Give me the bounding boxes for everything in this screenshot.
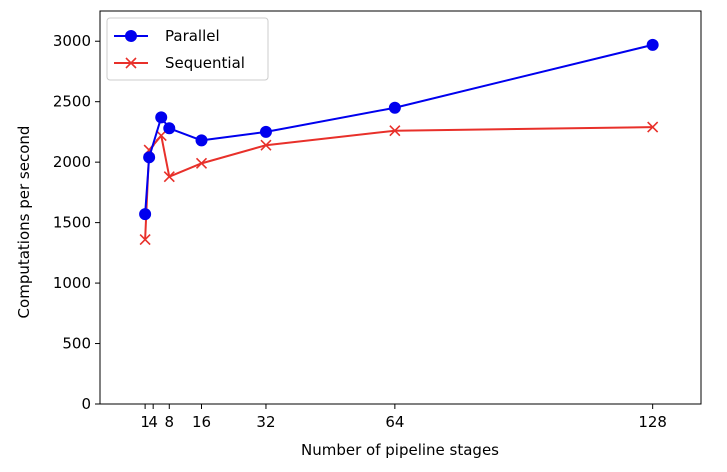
x-tick-label: 1 (140, 413, 150, 431)
x-tick-label: 32 (256, 413, 275, 431)
sequential-point (155, 129, 167, 142)
legend-label: Parallel (165, 27, 220, 45)
sequential-point (260, 139, 272, 151)
series-parallel (139, 38, 659, 221)
x-tick-label: 128 (638, 413, 667, 431)
parallel-point (646, 38, 659, 51)
series-layer (139, 38, 659, 246)
sequential-point (163, 171, 175, 183)
axis-ticks: 14 8 16 32 64 128 0 500 1000 1500 2000 2500 3000 (53, 32, 667, 431)
plot-frame (99, 10, 702, 405)
legend: Parallel Sequential (106, 17, 269, 81)
y-tick-label: 0 (81, 395, 91, 413)
legend-box (106, 17, 269, 81)
sequential-point (195, 157, 208, 169)
parallel-point (259, 125, 272, 138)
sequential-point (647, 121, 659, 133)
parallel-line (144, 43, 653, 215)
series-sequential (139, 121, 659, 246)
legend-entry-parallel: Parallel (114, 27, 220, 45)
sequential-point (139, 233, 151, 246)
parallel-point (143, 151, 156, 164)
legend-swatch-marker (125, 30, 137, 42)
x-axis-title: Number of pipeline stages (301, 441, 499, 459)
x-tick-label: 8 (165, 413, 175, 431)
x-tick-label: 64 (385, 413, 404, 431)
parallel-point (195, 134, 208, 147)
legend-label: Sequential (165, 54, 245, 72)
legend-entry-sequential: Sequential (114, 54, 245, 72)
y-tick-label: 2500 (53, 93, 91, 111)
y-tick-label: 1500 (53, 214, 91, 232)
parallel-point (155, 111, 168, 124)
y-tick-label: 1000 (53, 274, 91, 292)
sequential-point (389, 125, 401, 137)
parallel-point (139, 208, 152, 221)
y-tick-label: 500 (62, 335, 91, 353)
y-tick-label: 2000 (53, 153, 91, 171)
legend-swatch-marker (125, 57, 137, 69)
parallel-point (388, 101, 401, 114)
x-tick-label: 16 (192, 413, 211, 431)
y-axis-title: Computations per second (15, 126, 33, 319)
y-tick-label: 3000 (53, 32, 91, 50)
sequential-line (144, 126, 653, 240)
parallel-point (163, 122, 176, 135)
x-tick-label: 4 (148, 413, 158, 431)
